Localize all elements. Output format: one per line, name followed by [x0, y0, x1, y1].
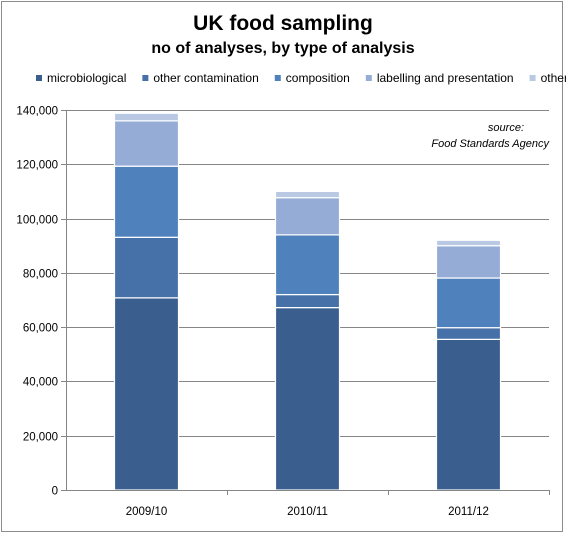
y-tick-label: 100,000 — [16, 215, 58, 227]
legend-swatch — [529, 75, 536, 81]
legend-label: other contamination — [153, 71, 258, 85]
legend-label: microbiological — [47, 71, 126, 85]
y-tick-label: 0 — [52, 486, 58, 498]
source-note-text: Food Standards Agency — [431, 138, 550, 150]
legend-swatch — [142, 75, 149, 81]
bar-segment-other-contamination — [435, 327, 502, 340]
legend-swatch — [365, 75, 372, 81]
chart-subtitle: no of analyses, by type of analysis — [151, 40, 415, 57]
legend-swatch — [274, 75, 281, 81]
legend-label: labelling and presentation — [377, 71, 514, 85]
bar-segment-other — [274, 190, 341, 199]
legend: microbiological other contamination compos… — [36, 71, 566, 85]
bar-segment-other-contamination — [274, 293, 341, 309]
chart-title: UK food sampling — [193, 12, 373, 35]
bar-segment-labelling-and-presentation — [274, 197, 341, 236]
y-tick-label: 120,000 — [16, 160, 58, 172]
bar-segment-other — [435, 239, 502, 247]
bar-segment-composition — [113, 165, 180, 238]
bars — [113, 112, 502, 491]
legend-swatch — [36, 75, 42, 81]
bar-segment-microbiological — [435, 338, 502, 491]
bar-segment-labelling-and-presentation — [435, 245, 502, 279]
bar-segment-labelling-and-presentation — [113, 120, 180, 167]
legend-label: other — [541, 71, 566, 85]
x-tick-label: 2010/11 — [287, 506, 328, 518]
bar-segment-composition — [274, 234, 341, 296]
legend-label: composition — [286, 71, 350, 85]
bar-segment-microbiological — [113, 297, 180, 491]
y-tick-label: 140,000 — [16, 106, 58, 118]
y-tick-label: 40,000 — [23, 377, 58, 389]
bar-segment-other-contamination — [113, 236, 180, 299]
source-note-label: source: — [488, 122, 524, 134]
x-tick-label: 2011/12 — [448, 506, 489, 518]
bar-segment-microbiological — [274, 307, 341, 491]
bar-segment-other — [113, 112, 180, 122]
bar-segment-composition — [435, 277, 502, 329]
y-tick-label: 80,000 — [23, 269, 58, 281]
x-tick-label: 2009/10 — [126, 506, 168, 518]
y-tick-label: 20,000 — [23, 432, 58, 444]
axes: 0 20,000 40,000 60,000 80,000 100,000 120,000 1… — [16, 106, 550, 518]
y-tick-label: 60,000 — [23, 323, 58, 335]
